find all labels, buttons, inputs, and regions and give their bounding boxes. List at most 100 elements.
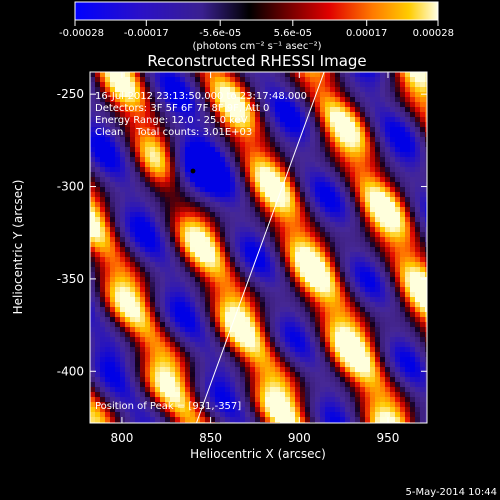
heatmap-cell <box>125 387 131 393</box>
heatmap-cell <box>425 207 427 213</box>
heatmap-cell <box>370 117 376 123</box>
heatmap-cell <box>200 202 206 208</box>
heatmap-cell <box>405 332 411 338</box>
heatmap-cell <box>425 182 427 188</box>
heatmap-cell <box>110 107 116 113</box>
heatmap-cell <box>140 162 146 168</box>
heatmap-cell <box>100 122 106 128</box>
heatmap-cell <box>370 332 376 338</box>
heatmap-cell <box>325 377 331 383</box>
heatmap-cell <box>265 352 271 358</box>
heatmap-cell <box>170 272 176 278</box>
heatmap-cell <box>115 247 121 253</box>
heatmap-cell <box>345 252 351 258</box>
heatmap-cell <box>280 102 286 108</box>
heatmap-cell <box>360 147 366 153</box>
heatmap-cell <box>355 222 361 228</box>
heatmap-cell <box>190 112 196 118</box>
heatmap-cell <box>395 222 401 228</box>
heatmap-cell <box>185 77 191 83</box>
heatmap-cell <box>335 207 341 213</box>
heatmap-cell <box>90 172 96 178</box>
heatmap-cell <box>270 152 276 158</box>
heatmap-cell <box>175 197 181 203</box>
heatmap-cell <box>395 262 401 268</box>
heatmap-cell <box>280 157 286 163</box>
y-tick-label: -350 <box>57 272 84 286</box>
heatmap-cell <box>320 197 326 203</box>
heatmap-cell <box>245 137 251 143</box>
heatmap-cell <box>95 162 101 168</box>
y-tick-label: -300 <box>57 180 84 194</box>
heatmap-cell <box>340 92 346 98</box>
heatmap-cell <box>370 387 376 393</box>
heatmap-cell <box>370 242 376 248</box>
heatmap-cell <box>415 362 421 368</box>
heatmap-cell <box>190 252 196 258</box>
heatmap-cell <box>320 152 326 158</box>
heatmap-cell <box>215 72 221 78</box>
heatmap-cell <box>370 177 376 183</box>
heatmap-cell <box>370 277 376 283</box>
heatmap-cell <box>350 202 356 208</box>
heatmap-cell <box>205 112 211 118</box>
heatmap-cell <box>345 397 351 403</box>
heatmap-cell <box>175 407 181 413</box>
heatmap-cell <box>320 87 326 93</box>
heatmap-cell <box>180 317 186 323</box>
heatmap-cell <box>410 97 416 103</box>
heatmap-cell <box>415 187 421 193</box>
heatmap-cell <box>235 222 241 228</box>
heatmap-cell <box>220 82 226 88</box>
heatmap-cell <box>115 312 121 318</box>
heatmap-cell <box>255 187 261 193</box>
heatmap-cell <box>305 92 311 98</box>
heatmap-cell <box>315 407 321 413</box>
heatmap-cell <box>265 392 271 398</box>
heatmap-cell <box>345 292 351 298</box>
heatmap-cell <box>425 282 427 288</box>
heatmap-cell <box>155 262 161 268</box>
heatmap-cell <box>130 247 136 253</box>
heatmap-cell <box>370 322 376 328</box>
heatmap-cell <box>310 222 316 228</box>
heatmap-cell <box>290 152 296 158</box>
heatmap-cell <box>135 212 141 218</box>
heatmap-cell <box>145 297 151 303</box>
heatmap-cell <box>330 302 336 308</box>
heatmap-cell <box>290 137 296 143</box>
heatmap-cell <box>215 397 221 403</box>
heatmap-cell <box>300 387 306 393</box>
heatmap-cell <box>300 282 306 288</box>
heatmap-cell <box>175 77 181 83</box>
heatmap-cell <box>390 287 396 293</box>
heatmap-cell <box>305 282 311 288</box>
heatmap-cell <box>280 402 286 408</box>
heatmap-cell <box>200 327 206 333</box>
heatmap-cell <box>100 272 106 278</box>
heatmap-cell <box>385 272 391 278</box>
heatmap-cell <box>310 167 316 173</box>
heatmap-cell <box>230 407 236 413</box>
heatmap-cell <box>360 362 366 368</box>
heatmap-cell <box>255 77 261 83</box>
heatmap-cell <box>310 277 316 283</box>
heatmap-cell <box>305 132 311 138</box>
heatmap-cell <box>355 382 361 388</box>
heatmap-cell <box>290 102 296 108</box>
heatmap-cell <box>115 362 121 368</box>
heatmap-cell <box>225 277 231 283</box>
heatmap-cell <box>200 72 206 78</box>
heatmap-cell <box>175 227 181 233</box>
heatmap-cell <box>290 202 296 208</box>
heatmap-cell <box>350 357 356 363</box>
heatmap-cell <box>110 152 116 158</box>
heatmap-cell <box>205 342 211 348</box>
heatmap-cell <box>195 307 201 313</box>
heatmap-cell <box>340 232 346 238</box>
heatmap-cell <box>360 232 366 238</box>
heatmap-cell <box>425 132 427 138</box>
heatmap-cell <box>205 257 211 263</box>
heatmap-cell <box>170 182 176 188</box>
heatmap-cell <box>165 267 171 273</box>
